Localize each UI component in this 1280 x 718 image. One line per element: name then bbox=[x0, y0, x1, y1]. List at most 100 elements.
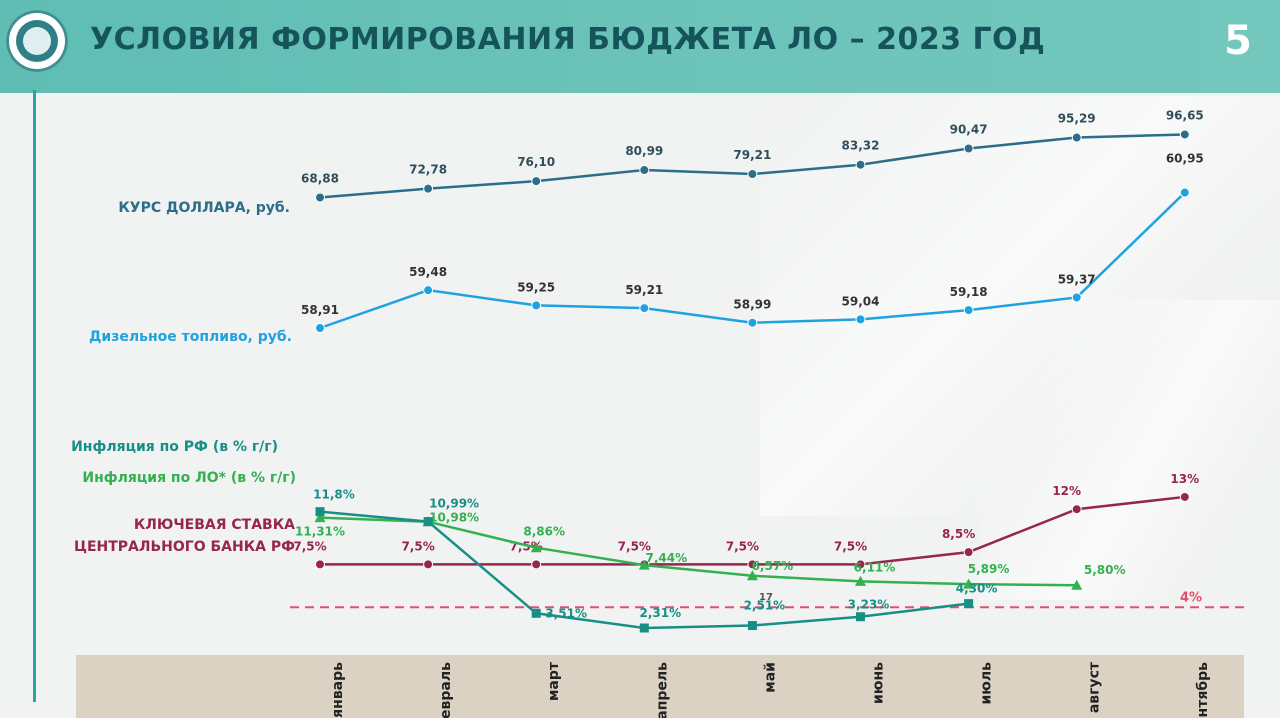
data-label-diesel: 60,95 bbox=[1166, 152, 1204, 166]
data-label-diesel: 59,04 bbox=[842, 294, 880, 308]
legend-inflation-rf: Инфляция по РФ (в % г/г) bbox=[71, 439, 278, 455]
legend-key-rate-line1: КЛЮЧЕВАЯ СТАВКА bbox=[134, 517, 295, 533]
data-point-inflation-lo bbox=[1071, 579, 1083, 590]
data-point-usd bbox=[315, 192, 325, 203]
emblem-mark bbox=[23, 27, 51, 55]
data-point-usd bbox=[423, 183, 434, 194]
data-point-inflation-lo bbox=[963, 578, 975, 589]
page-title: УСЛОВИЯ ФОРМИРОВАНИЯ БЮДЖЕТА ЛО – 2023 Г… bbox=[90, 22, 1046, 57]
data-point-inflation-rf bbox=[964, 599, 974, 609]
data-point-diesel bbox=[855, 314, 866, 325]
data-point-inflation-lo bbox=[530, 542, 542, 553]
data-label-usd: 79,21 bbox=[733, 148, 771, 162]
x-tick-label: апрель bbox=[654, 662, 670, 718]
x-tick-label: февраль bbox=[438, 662, 454, 718]
data-label-diesel: 59,18 bbox=[950, 285, 988, 299]
x-tick-label: сентябрь bbox=[1195, 662, 1211, 718]
x-tick-label: январь bbox=[330, 662, 346, 718]
data-point-diesel bbox=[1071, 292, 1082, 303]
data-point-inflation-lo bbox=[746, 570, 758, 581]
data-label-key-rate: 7,5% bbox=[618, 539, 651, 553]
data-point-inflation-lo bbox=[638, 559, 650, 570]
data-point-diesel bbox=[747, 317, 758, 328]
series-line-usd bbox=[319, 133, 1185, 199]
data-label-usd: 83,32 bbox=[842, 139, 880, 153]
data-point-usd bbox=[1179, 129, 1190, 140]
data-point-key-rate bbox=[963, 547, 974, 558]
region-emblem-icon bbox=[6, 10, 68, 72]
data-point-key-rate bbox=[315, 559, 325, 570]
x-tick-label: июнь bbox=[871, 662, 887, 704]
data-point-usd bbox=[747, 169, 758, 180]
background-decoration-2 bbox=[980, 300, 1280, 600]
page-number: 5 bbox=[1224, 18, 1252, 64]
data-label-inflation-lo: 10,98% bbox=[429, 511, 479, 525]
left-accent-line bbox=[33, 90, 36, 702]
data-point-key-rate bbox=[855, 559, 866, 570]
data-label-inflation-rf: 2,31% bbox=[639, 606, 681, 620]
data-label-key-rate: 7,5% bbox=[293, 539, 326, 553]
data-label-inflation-rf: 3,51% bbox=[545, 606, 587, 620]
data-point-diesel bbox=[1179, 187, 1190, 198]
data-point-inflation-rf bbox=[856, 612, 865, 622]
data-label-inflation-rf: 3,23% bbox=[848, 598, 890, 612]
x-tick-label: август bbox=[1087, 661, 1103, 713]
data-point-inflation-rf bbox=[423, 517, 433, 527]
data-point-diesel bbox=[423, 285, 434, 296]
data-label-diesel: 59,25 bbox=[517, 280, 555, 294]
x-tick-label: июль bbox=[979, 662, 995, 705]
data-label-usd: 68,88 bbox=[301, 172, 339, 186]
data-label-inflation-rf: 4,30% bbox=[956, 582, 998, 596]
data-label-inflation-lo: 5,80% bbox=[1084, 563, 1126, 577]
data-label-usd: 95,29 bbox=[1058, 112, 1096, 126]
data-point-usd bbox=[855, 159, 866, 170]
data-label-inflation-lo: 7,44% bbox=[645, 551, 687, 565]
data-label-key-rate: 7,5% bbox=[401, 539, 434, 553]
target-4pct-label: 4% bbox=[1180, 590, 1202, 605]
data-label-key-rate: 8,5% bbox=[942, 527, 975, 541]
data-point-diesel bbox=[315, 323, 325, 333]
data-label-inflation-rf: 11,8% bbox=[313, 488, 355, 502]
data-label-key-rate: 7,5% bbox=[834, 539, 867, 553]
data-label-inflation-lo: 8,86% bbox=[523, 525, 565, 539]
data-label-usd: 96,65 bbox=[1166, 108, 1204, 122]
data-point-usd bbox=[1071, 132, 1082, 143]
data-label-diesel: 59,48 bbox=[409, 265, 447, 279]
data-point-inflation-lo bbox=[855, 575, 866, 586]
data-point-key-rate bbox=[423, 559, 434, 570]
data-label-usd: 90,47 bbox=[950, 122, 988, 136]
legend-usd: КУРС ДОЛЛАРА, руб. bbox=[118, 200, 290, 216]
data-point-inflation-rf bbox=[531, 608, 541, 618]
data-point-inflation-lo bbox=[314, 512, 326, 523]
data-label-key-rate: 13% bbox=[1170, 472, 1199, 486]
data-point-inflation-rf bbox=[315, 507, 325, 517]
legend-inflation-lo: Инфляция по ЛО* (в % г/г) bbox=[82, 470, 296, 486]
data-label-inflation-rf: 2,51% bbox=[744, 599, 786, 613]
legend-key-rate-line2: ЦЕНТРАЛЬНОГО БАНКА РФ bbox=[74, 539, 295, 555]
data-point-key-rate bbox=[1071, 504, 1082, 515]
data-point-key-rate bbox=[531, 559, 542, 570]
x-tick-label: март bbox=[546, 661, 562, 701]
x-axis-band bbox=[76, 655, 1244, 718]
data-label-key-rate: 12% bbox=[1052, 484, 1081, 498]
data-point-key-rate bbox=[1179, 491, 1190, 502]
data-label-diesel: 58,99 bbox=[733, 298, 771, 312]
annotation-small: 17 bbox=[759, 592, 773, 603]
data-point-diesel bbox=[963, 305, 974, 316]
data-label-usd: 80,99 bbox=[625, 144, 663, 158]
data-label-inflation-lo: 11,31% bbox=[295, 525, 345, 539]
x-tick-label: май bbox=[762, 662, 778, 693]
data-label-key-rate: 7,5% bbox=[726, 539, 759, 553]
data-label-inflation-lo: 5,89% bbox=[968, 562, 1010, 576]
data-label-diesel: 59,21 bbox=[625, 283, 663, 297]
data-point-usd bbox=[963, 143, 974, 154]
data-point-diesel bbox=[639, 303, 650, 314]
data-point-inflation-rf bbox=[639, 623, 649, 633]
data-label-usd: 72,78 bbox=[409, 163, 447, 177]
data-point-usd bbox=[639, 165, 650, 176]
data-point-diesel bbox=[531, 300, 542, 311]
series-line-inflation-lo bbox=[319, 516, 1077, 587]
data-label-diesel: 59,37 bbox=[1058, 272, 1096, 286]
series-layer: 68,88 72,78 76,10 80,99 79,21 83,32 90,47 95,29… bbox=[293, 108, 1204, 633]
